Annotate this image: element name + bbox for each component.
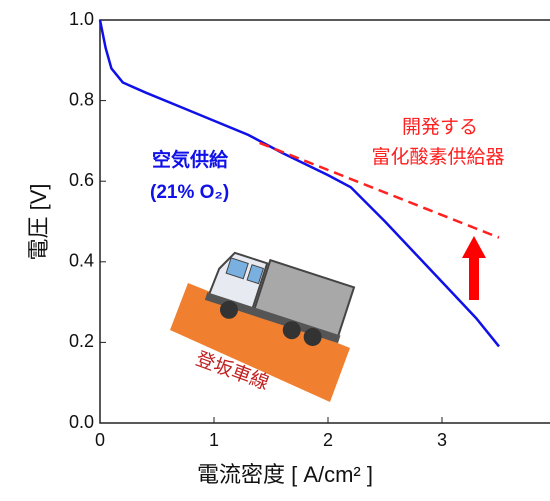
slope-illustration: 登坂車線 <box>170 245 356 402</box>
x-tick-label: 2 <box>323 430 333 450</box>
x-tick-label: 0 <box>95 430 105 450</box>
y-axis-label: 電圧 [V] <box>26 183 51 260</box>
annotation: 空気供給 <box>152 148 229 171</box>
annotation: 開発する <box>402 116 478 138</box>
x-tick-label: 3 <box>437 430 447 450</box>
annotation: (21% O₂) <box>150 182 229 203</box>
annotation: 富化酸素供給器 <box>371 146 504 168</box>
x-tick-label: 1 <box>209 430 219 450</box>
improvement-arrow <box>462 236 486 300</box>
y-tick-label: 1.0 <box>69 9 94 29</box>
y-tick-label: 0.0 <box>69 412 94 432</box>
y-tick-label: 0.8 <box>69 89 94 109</box>
chart: 登坂車線 空気供給 (21% O₂) 開発する 富化酸素供給器 電流密度 [ A… <box>0 0 550 496</box>
y-tick-label: 0.2 <box>69 331 94 351</box>
y-tick-label: 0.6 <box>69 170 94 190</box>
y-tick-label: 0.4 <box>69 251 94 271</box>
x-axis-label: 電流密度 [ A/cm² ] <box>197 462 373 487</box>
